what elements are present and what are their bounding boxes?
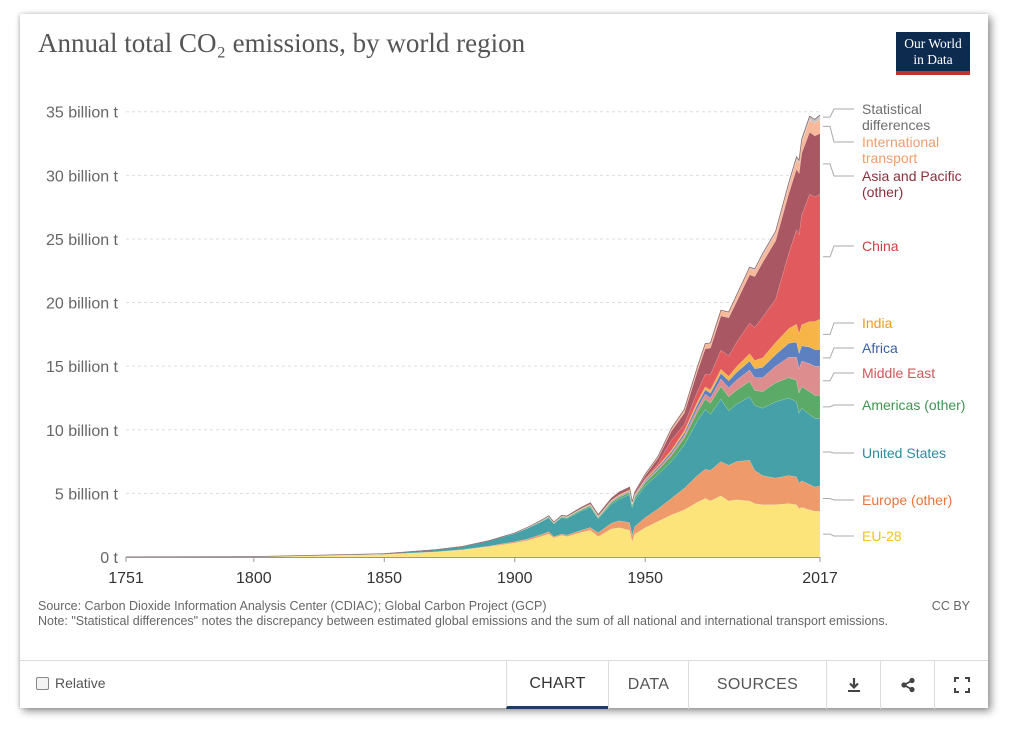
fullscreen-button[interactable] [934,661,989,709]
chart-title: Annual total CO₂ emissions, by world reg… [38,28,526,58]
series-label: differences [862,117,930,133]
series-label: Statistical [862,101,922,117]
area-india [125,318,821,558]
series-areas [125,114,821,558]
tab-data[interactable]: DATA [608,661,688,709]
series-label: Americas (other) [862,397,965,413]
relative-label: Relative [55,675,106,691]
series-label: Africa [862,340,898,356]
download-icon [848,678,860,692]
leader-line [823,163,854,177]
tab-chart[interactable]: CHART [506,661,608,709]
x-tick-label: 1850 [366,570,402,587]
owid-logo[interactable]: Our World in Data [896,32,970,75]
chart-card: Annual total CO₂ emissions, by world reg… [20,14,988,709]
x-tick-label: 1751 [108,570,144,587]
source-text: Source: Carbon Dioxide Information Analy… [38,599,547,613]
series-label: Asia and Pacific [862,168,962,184]
area-chart: 0 t 5 billion t 10 billion t 15 billion t 20… [46,101,966,587]
total-outline [125,114,821,558]
y-tick-label: 10 billion t [46,423,119,440]
series-label: Europe (other) [862,492,952,508]
series-labels: StatisticaldifferencesInternationaltrans… [823,101,965,544]
leader-line [823,372,854,382]
leader-line [823,533,854,537]
relative-toggle[interactable]: Relative [36,675,106,691]
fullscreen-icon [954,677,970,693]
x-tick-label: 1800 [236,570,272,587]
leader-line [823,347,854,359]
leader-line [823,451,854,454]
leader-line [823,404,854,408]
area-africa [125,341,821,558]
y-axis: 0 t 5 billion t 10 billion t 15 billion t 20… [46,105,119,567]
y-tick-label: 20 billion t [46,296,119,313]
chart-footer: Relative CHART DATA SOURCES [20,660,988,709]
series-label: China [862,238,899,254]
download-button[interactable] [826,661,881,709]
note-text: Note: "Statistical differences" notes th… [38,614,889,628]
leader-line [823,497,854,501]
share-button[interactable] [880,661,935,709]
series-label: transport [862,150,917,166]
leader-line [823,245,854,258]
logo-line-2: in Data [913,52,953,67]
share-icon [901,677,915,693]
y-tick-label: 25 billion t [46,232,119,249]
logo-line-1: Our World [904,36,962,51]
y-tick-label: 30 billion t [46,168,119,185]
x-axis: 1751 1800 1850 1900 1950 2017 [108,557,838,587]
area-china [125,193,821,558]
leader-line [823,108,854,118]
y-tick-label: 35 billion t [46,105,119,122]
y-tick-label: 15 billion t [46,359,119,376]
series-label: United States [862,445,946,461]
series-label: EU-28 [862,528,902,544]
leader-line [823,125,854,143]
tab-sources[interactable]: SOURCES [688,661,826,709]
source-note: Source: Carbon Dioxide Information Analy… [38,599,908,629]
series-label: (other) [862,184,903,200]
y-tick-label: 0 t [100,550,118,567]
relative-checkbox[interactable] [36,676,49,690]
series-label: Middle East [862,365,935,381]
series-label: India [862,315,893,331]
leader-line [823,322,854,335]
x-tick-label: 1950 [627,570,663,587]
x-tick-label: 2017 [802,570,838,587]
x-tick-label: 1900 [497,570,533,587]
y-tick-label: 5 billion t [55,486,119,503]
series-label: International [862,134,939,150]
license-link[interactable]: CC BY [931,599,970,613]
